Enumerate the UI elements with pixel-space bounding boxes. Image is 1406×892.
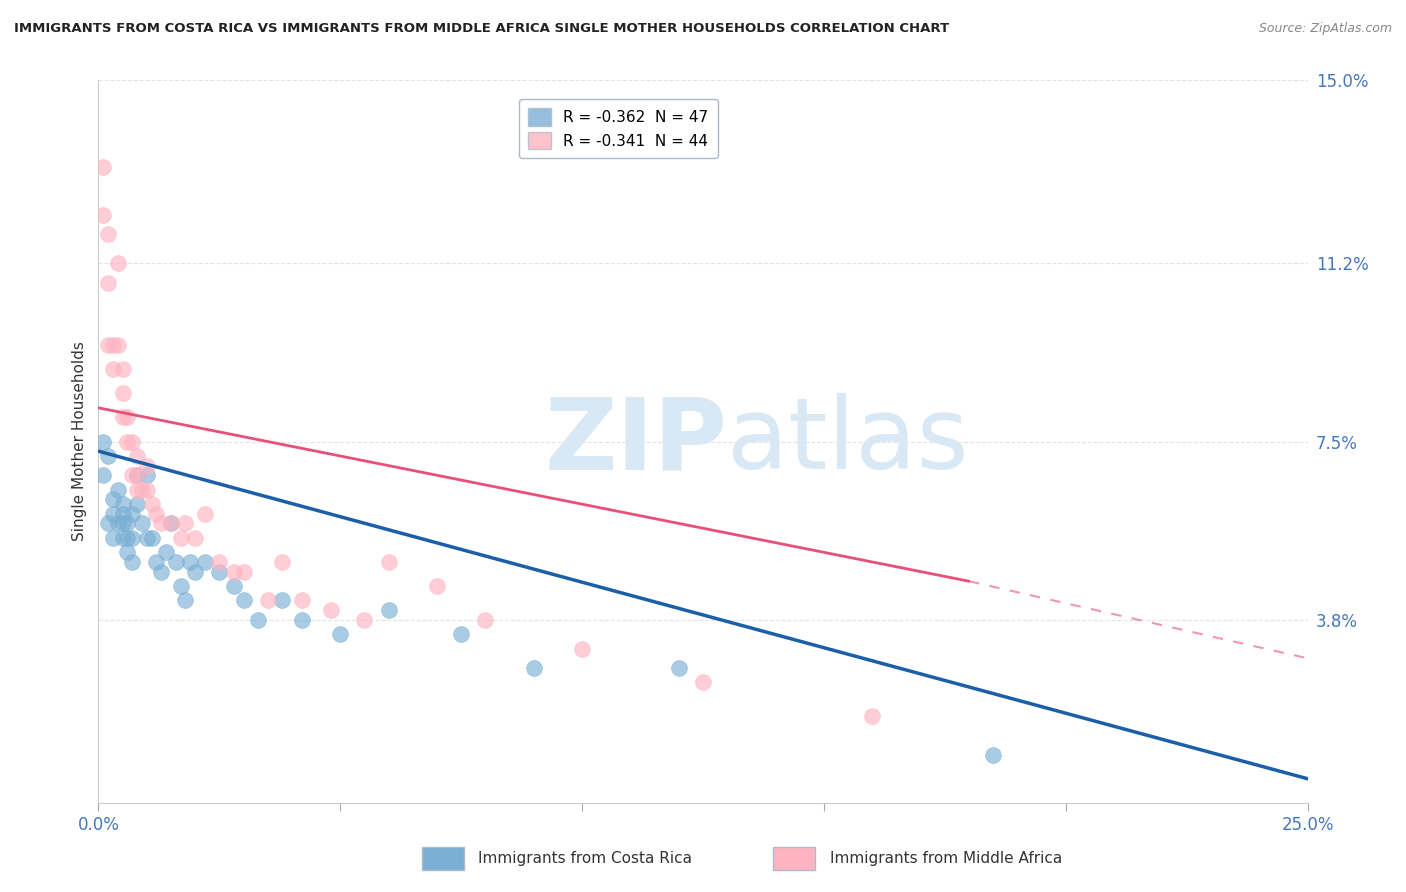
Point — [111, 497, 134, 511]
Point — [571, 641, 593, 656]
Point — [271, 555, 294, 569]
Y-axis label: Single Mother Households: Single Mother Households — [72, 342, 87, 541]
Point — [121, 468, 143, 483]
Point — [155, 545, 177, 559]
Point — [97, 449, 120, 463]
Point — [194, 507, 217, 521]
Point — [174, 593, 197, 607]
Point — [150, 565, 173, 579]
Point — [121, 434, 143, 449]
Point — [160, 516, 183, 531]
Point — [101, 362, 124, 376]
Point — [353, 613, 375, 627]
Point — [377, 555, 399, 569]
Point — [107, 256, 129, 270]
Point — [97, 516, 120, 531]
Point — [101, 507, 124, 521]
Point — [247, 613, 270, 627]
Point — [111, 386, 134, 401]
Point — [208, 565, 231, 579]
Point — [107, 483, 129, 497]
Point — [121, 507, 143, 521]
Point — [377, 603, 399, 617]
Point — [117, 531, 139, 545]
Point — [111, 507, 134, 521]
Point — [174, 516, 197, 531]
Point — [101, 531, 124, 545]
Point — [127, 468, 149, 483]
Point — [117, 434, 139, 449]
Point — [135, 458, 157, 473]
Point — [117, 516, 139, 531]
Point — [450, 627, 472, 641]
Point — [145, 555, 167, 569]
Point — [523, 661, 546, 675]
Point — [692, 675, 714, 690]
Point — [111, 516, 134, 531]
Point — [127, 483, 149, 497]
Point — [160, 516, 183, 531]
Text: Source: ZipAtlas.com: Source: ZipAtlas.com — [1258, 22, 1392, 36]
Point — [121, 555, 143, 569]
Point — [127, 497, 149, 511]
Point — [150, 516, 173, 531]
Point — [107, 338, 129, 352]
Point — [111, 531, 134, 545]
Point — [91, 434, 114, 449]
Point — [860, 709, 883, 723]
Point — [141, 497, 163, 511]
Point — [101, 338, 124, 352]
Point — [256, 593, 278, 607]
Point — [290, 613, 312, 627]
Point — [117, 545, 139, 559]
Point — [232, 565, 254, 579]
Point — [127, 449, 149, 463]
Point — [97, 227, 120, 242]
Point — [131, 516, 153, 531]
Point — [131, 483, 153, 497]
Point — [222, 579, 245, 593]
Text: atlas: atlas — [727, 393, 969, 490]
Point — [184, 565, 207, 579]
Text: ZIP: ZIP — [544, 393, 727, 490]
Point — [319, 603, 342, 617]
Point — [165, 555, 187, 569]
Text: Immigrants from Costa Rica: Immigrants from Costa Rica — [478, 852, 692, 866]
Text: Immigrants from Middle Africa: Immigrants from Middle Africa — [830, 852, 1062, 866]
Point — [91, 208, 114, 222]
Point — [329, 627, 352, 641]
Point — [111, 410, 134, 425]
Point — [135, 531, 157, 545]
Point — [135, 483, 157, 497]
Point — [194, 555, 217, 569]
Point — [101, 492, 124, 507]
Point — [426, 579, 449, 593]
Point — [107, 516, 129, 531]
Point — [121, 531, 143, 545]
Point — [271, 593, 294, 607]
Point — [208, 555, 231, 569]
Point — [169, 579, 191, 593]
Point — [97, 338, 120, 352]
Point — [91, 160, 114, 174]
Point — [117, 410, 139, 425]
Point — [981, 747, 1004, 762]
Point — [290, 593, 312, 607]
Point — [474, 613, 496, 627]
Point — [91, 468, 114, 483]
Point — [169, 531, 191, 545]
Point — [668, 661, 690, 675]
Point — [127, 468, 149, 483]
Text: IMMIGRANTS FROM COSTA RICA VS IMMIGRANTS FROM MIDDLE AFRICA SINGLE MOTHER HOUSEH: IMMIGRANTS FROM COSTA RICA VS IMMIGRANTS… — [14, 22, 949, 36]
Point — [222, 565, 245, 579]
Point — [97, 276, 120, 290]
Point — [141, 531, 163, 545]
Point — [111, 362, 134, 376]
Point — [184, 531, 207, 545]
Legend: R = -0.362  N = 47, R = -0.341  N = 44: R = -0.362 N = 47, R = -0.341 N = 44 — [519, 99, 717, 159]
Point — [135, 468, 157, 483]
Point — [232, 593, 254, 607]
Point — [145, 507, 167, 521]
Point — [179, 555, 201, 569]
